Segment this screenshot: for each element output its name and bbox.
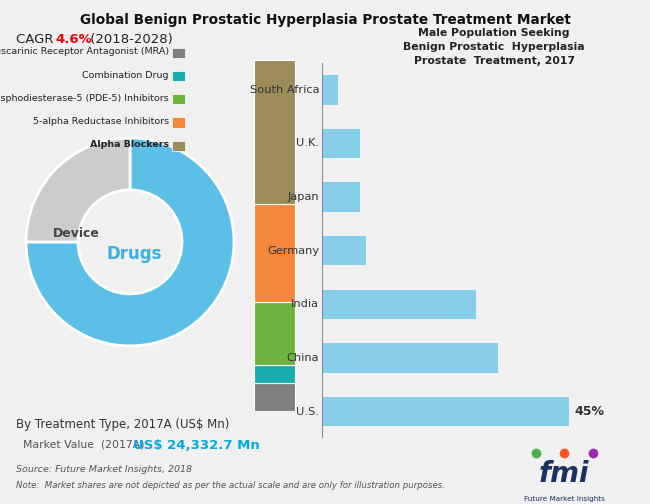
Text: Combination Drug: Combination Drug bbox=[83, 71, 169, 80]
Bar bbox=[322, 182, 360, 212]
Ellipse shape bbox=[87, 301, 181, 311]
Text: 5-alpha Reductase Inhibitors: 5-alpha Reductase Inhibitors bbox=[33, 117, 169, 126]
Text: Male Population Seeking
Benign Prostatic  Hyperplasia
Prostate  Treatment, 2017: Male Population Seeking Benign Prostatic… bbox=[403, 28, 585, 66]
Bar bbox=[254, 383, 295, 411]
Text: 45%: 45% bbox=[575, 405, 604, 418]
Text: India: India bbox=[291, 299, 319, 309]
Text: US$ 24,332.7 Mn: US$ 24,332.7 Mn bbox=[133, 439, 260, 453]
Bar bbox=[322, 236, 366, 266]
Bar bbox=[254, 60, 295, 204]
Bar bbox=[322, 397, 569, 426]
Bar bbox=[322, 75, 338, 104]
Bar bbox=[322, 343, 498, 373]
Text: Device: Device bbox=[53, 227, 99, 240]
Bar bbox=[254, 365, 295, 383]
Wedge shape bbox=[26, 138, 234, 346]
Text: Germany: Germany bbox=[267, 246, 319, 256]
Text: fmi: fmi bbox=[539, 460, 590, 488]
Text: Phosphodiesterase-5 (PDE-5) Inhibitors: Phosphodiesterase-5 (PDE-5) Inhibitors bbox=[0, 94, 169, 103]
Text: China: China bbox=[287, 353, 319, 363]
Bar bbox=[322, 129, 360, 158]
Text: U.K.: U.K. bbox=[296, 139, 319, 149]
Ellipse shape bbox=[252, 413, 297, 432]
Text: Market Value  (2017A): Market Value (2017A) bbox=[23, 439, 144, 450]
Text: Future Market Insights: Future Market Insights bbox=[524, 496, 604, 502]
Text: Japan: Japan bbox=[287, 192, 319, 202]
Bar bbox=[254, 302, 295, 365]
Text: Alpha Blockers: Alpha Blockers bbox=[90, 140, 169, 149]
Text: Note:  Market shares are not depicted as per the actual scale and are only for i: Note: Market shares are not depicted as … bbox=[16, 481, 445, 490]
Text: Global Benign Prostatic Hyperplasia Prostate Treatment Market: Global Benign Prostatic Hyperplasia Pros… bbox=[79, 13, 571, 27]
Text: (2018-2028): (2018-2028) bbox=[86, 33, 172, 46]
Wedge shape bbox=[26, 138, 130, 242]
Text: Source: Future Market Insights, 2018: Source: Future Market Insights, 2018 bbox=[16, 465, 192, 474]
Bar bbox=[322, 290, 476, 319]
Text: U.S.: U.S. bbox=[296, 407, 319, 417]
Bar bbox=[254, 204, 295, 302]
Text: Drugs: Drugs bbox=[107, 245, 162, 264]
Text: 4.6%: 4.6% bbox=[55, 33, 92, 46]
Text: By Treatment Type, 2017A (US$ Mn): By Treatment Type, 2017A (US$ Mn) bbox=[16, 418, 229, 431]
Text: South Africa: South Africa bbox=[250, 85, 319, 95]
Text: CAGR: CAGR bbox=[16, 33, 58, 46]
Text: Muscarinic Receptor Antagonist (MRA): Muscarinic Receptor Antagonist (MRA) bbox=[0, 47, 169, 56]
